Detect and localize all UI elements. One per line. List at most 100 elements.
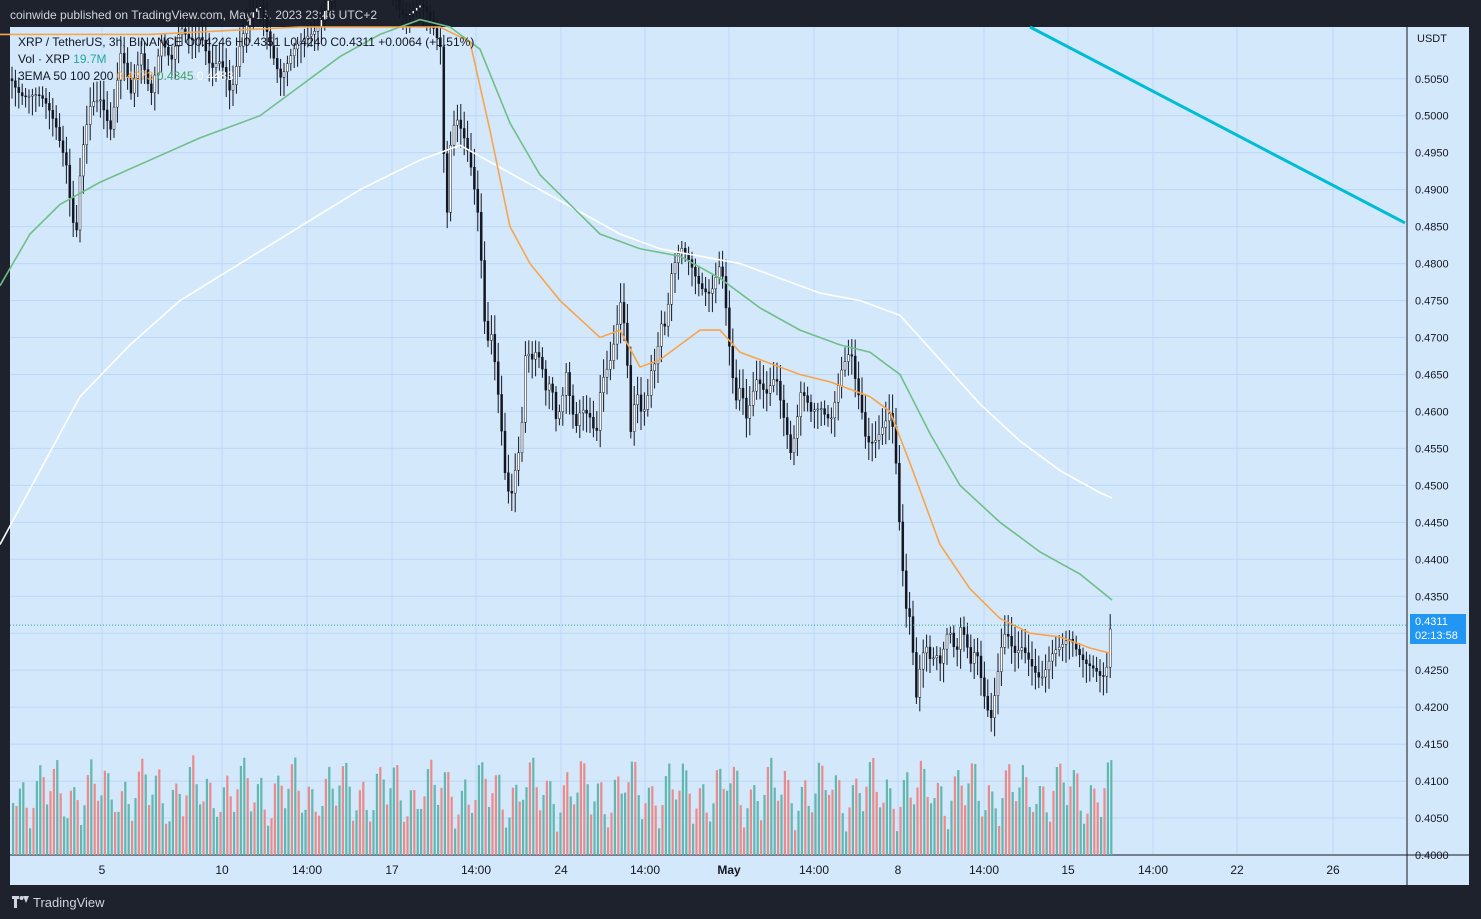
volume-bar	[576, 792, 579, 855]
candle-body	[1054, 649, 1058, 655]
volume-bar	[885, 779, 888, 855]
x-tick-label: 14:00	[630, 863, 660, 877]
volume-bar	[117, 811, 120, 855]
volume-bar	[1049, 821, 1052, 855]
candle-body	[1030, 659, 1034, 667]
candle-body	[728, 307, 731, 347]
candle-body	[592, 416, 595, 429]
volume-bar	[97, 800, 100, 855]
candle-body	[126, 62, 129, 78]
volume-bar	[573, 804, 576, 855]
volume-bar	[974, 763, 977, 855]
y-tick-label: 0.4000	[1415, 850, 1449, 862]
y-tick-label: 0.4850	[1415, 222, 1449, 234]
volume-bar	[807, 805, 810, 855]
candle-body	[167, 46, 170, 56]
volume-bar	[1089, 785, 1092, 855]
volume-bar	[1059, 763, 1062, 855]
volume-bar	[1062, 782, 1065, 855]
volume-bar	[624, 792, 627, 855]
x-tick-label: 14:00	[461, 863, 491, 877]
volume-bar	[953, 776, 956, 855]
volume-bar	[158, 769, 161, 855]
volume-bar	[913, 804, 916, 855]
volume-bar	[175, 783, 178, 855]
candle-body	[286, 63, 289, 73]
candle-body	[71, 197, 75, 223]
volume-bar	[654, 805, 657, 855]
volume-bar	[787, 779, 790, 855]
volume-bar	[464, 779, 467, 855]
volume-bar	[328, 766, 331, 855]
candle-body	[819, 408, 823, 410]
candle-body	[976, 652, 979, 657]
volume-bar	[409, 790, 412, 855]
volume-bar	[90, 759, 93, 855]
volume-bar	[824, 790, 827, 855]
candle-body	[24, 95, 27, 98]
candle-body	[517, 452, 520, 471]
volume-bar	[1025, 777, 1028, 855]
tradingview-footer: TradingView	[0, 885, 1481, 919]
volume-bar	[416, 808, 419, 855]
tradingview-logo-icon	[12, 896, 29, 908]
volume-bar	[25, 807, 28, 855]
candle-body	[408, 13, 412, 16]
volume-bar	[896, 831, 899, 855]
candle-body	[265, 16, 269, 32]
candle-body	[398, 0, 401, 10]
candle-body	[462, 128, 466, 139]
volume-bar	[83, 805, 86, 855]
bar-countdown: 02:13:58	[1415, 630, 1458, 642]
candle-body	[1095, 667, 1098, 672]
price-chart[interactable]: 0.5050 0.5000 0.4950 0.4900 0.4850 0.4800 0.47…	[0, 0, 1481, 885]
candle-body	[1098, 671, 1102, 676]
volume-bar	[1096, 802, 1099, 855]
volume-bar	[178, 793, 181, 855]
volume-bar	[715, 770, 718, 855]
x-tick-label: 24	[554, 863, 568, 877]
volume-bar	[957, 770, 960, 855]
candle-body	[306, 35, 310, 39]
volume-bar	[488, 806, 491, 855]
candle-body	[632, 404, 636, 432]
candle-body	[779, 381, 782, 401]
candle-body	[48, 103, 51, 111]
candle-body	[646, 395, 650, 410]
candle-body	[180, 28, 184, 36]
volume-bar	[321, 806, 324, 855]
candle-body	[201, 37, 204, 41]
volume-bar	[709, 821, 712, 855]
volume-bar	[137, 771, 140, 855]
volume-bar	[702, 784, 705, 855]
x-tick-label: May	[717, 863, 741, 877]
candle-body	[197, 37, 201, 40]
candle-body	[578, 412, 582, 426]
volume-bar	[22, 782, 25, 855]
volume-bar	[447, 772, 450, 855]
volume-bar	[722, 788, 725, 855]
candle-body	[95, 100, 99, 103]
volume-bar	[73, 787, 76, 855]
candle-body	[1027, 652, 1030, 660]
candle-body	[473, 166, 476, 190]
candle-body	[102, 99, 106, 111]
y-tick-label: 0.4400	[1415, 554, 1449, 566]
volume-bar	[219, 811, 222, 855]
candle-body	[211, 62, 214, 68]
volume-bar	[205, 778, 208, 855]
volume-bar	[120, 791, 123, 855]
candle-body	[435, 28, 439, 39]
candle-body	[792, 437, 796, 453]
candle-body	[503, 430, 507, 473]
candle-body	[136, 64, 140, 79]
candle-body	[598, 392, 602, 431]
volume-bar	[396, 765, 399, 855]
candle-body	[163, 40, 167, 48]
volume-bar	[362, 781, 365, 855]
candle-body	[139, 53, 143, 66]
volume-bar	[301, 812, 304, 855]
volume-bar	[212, 808, 215, 855]
candle-body	[20, 92, 24, 97]
volume-bar	[960, 785, 963, 855]
